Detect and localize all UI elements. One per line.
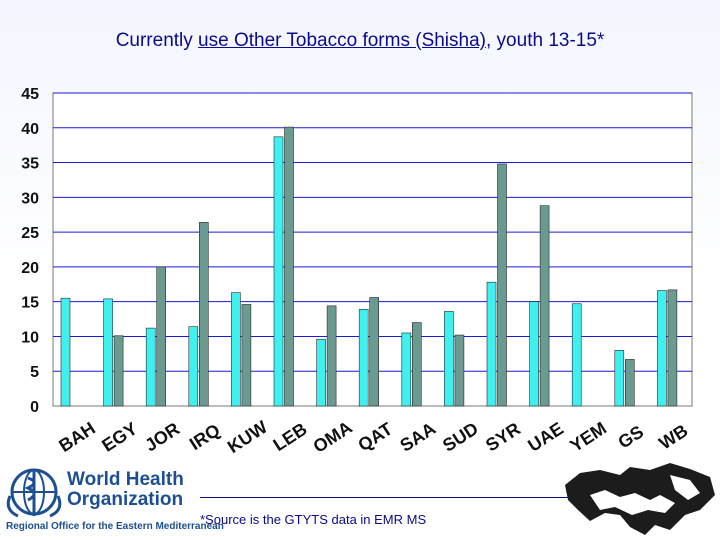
x-tick-label: GS — [614, 421, 647, 452]
bar-series-1 — [444, 311, 454, 407]
bar-series-1 — [358, 309, 369, 407]
y-tick-label: 30 — [21, 190, 39, 207]
footer-divider — [200, 497, 570, 498]
title-part-2: , youth 13-15* — [486, 30, 605, 51]
title-underlined: use Other Tobacco forms (Shisha) — [198, 30, 486, 51]
bar-series-1 — [614, 350, 625, 407]
y-tick-label: 10 — [21, 329, 39, 346]
bar-series-1 — [401, 332, 412, 407]
y-tick-label: 15 — [21, 295, 39, 312]
bar-series-2 — [369, 297, 380, 407]
title-part-1: Currently — [115, 30, 199, 51]
bar-series-2 — [454, 334, 465, 407]
x-tick-label: SAA — [396, 418, 439, 455]
who-logo-text: World Health Organization — [67, 470, 184, 510]
bar-series-1 — [103, 298, 113, 407]
who-region-text: Regional Office for the Eastern Mediterr… — [6, 521, 224, 532]
x-tick-label: YEM — [566, 418, 610, 456]
x-tick-label: WB — [655, 420, 691, 453]
who-emblem-icon — [6, 468, 62, 518]
bar-series-1 — [316, 338, 326, 407]
bar-series-1 — [657, 290, 667, 407]
x-tick-label: BAH — [55, 418, 99, 456]
bar-series-1 — [60, 297, 71, 407]
x-tick-label: QAT — [354, 419, 396, 456]
x-tick-label: JOR — [141, 419, 183, 456]
source-footnote: *Source is the GTYTS data in EMR MS — [200, 512, 427, 527]
x-tick-label: SUD — [439, 418, 482, 455]
bar-series-1 — [529, 301, 539, 407]
y-tick-label: 25 — [21, 225, 39, 242]
x-tick-label: LEB — [269, 419, 310, 455]
x-tick-label: UAE — [524, 418, 567, 455]
bar-series-1 — [486, 281, 497, 407]
bar-series-1 — [145, 327, 156, 407]
bar-series-2 — [624, 359, 635, 407]
x-tick-label: SYR — [482, 419, 524, 456]
bar-series-1 — [188, 326, 199, 407]
slide-title: Currently use Other Tobacco forms (Shish… — [0, 30, 720, 52]
bar-series-1 — [273, 136, 284, 407]
bar-series-1 — [231, 292, 241, 407]
y-tick-label: 45 — [21, 86, 39, 103]
bar-series-2 — [241, 304, 252, 407]
who-logo-line-2: Organization — [67, 489, 184, 510]
bar-series-2 — [284, 126, 294, 407]
y-tick-label: 5 — [30, 364, 39, 381]
bar-series-2 — [667, 289, 678, 407]
x-tick-label: EGY — [98, 418, 141, 455]
bar-series-2 — [113, 335, 124, 407]
x-tick-label: IRQ — [186, 420, 224, 454]
y-tick-label: 35 — [21, 156, 39, 173]
bar-series-1 — [571, 303, 582, 407]
bar-series-2 — [411, 322, 422, 407]
y-tick-label: 0 — [30, 399, 39, 416]
who-logo-line-1: World Health — [67, 469, 184, 490]
bar-series-2 — [497, 163, 507, 407]
bar-series-2 — [199, 222, 209, 407]
y-tick-label: 40 — [21, 121, 39, 138]
region-map-icon — [565, 463, 715, 535]
bar-series-2 — [539, 205, 550, 407]
x-tick-label: OMA — [310, 417, 356, 457]
bar-series-2 — [156, 266, 166, 407]
bar-series-2 — [326, 305, 337, 407]
x-tick-label: KUW — [224, 417, 271, 457]
y-tick-label: 20 — [21, 260, 39, 277]
